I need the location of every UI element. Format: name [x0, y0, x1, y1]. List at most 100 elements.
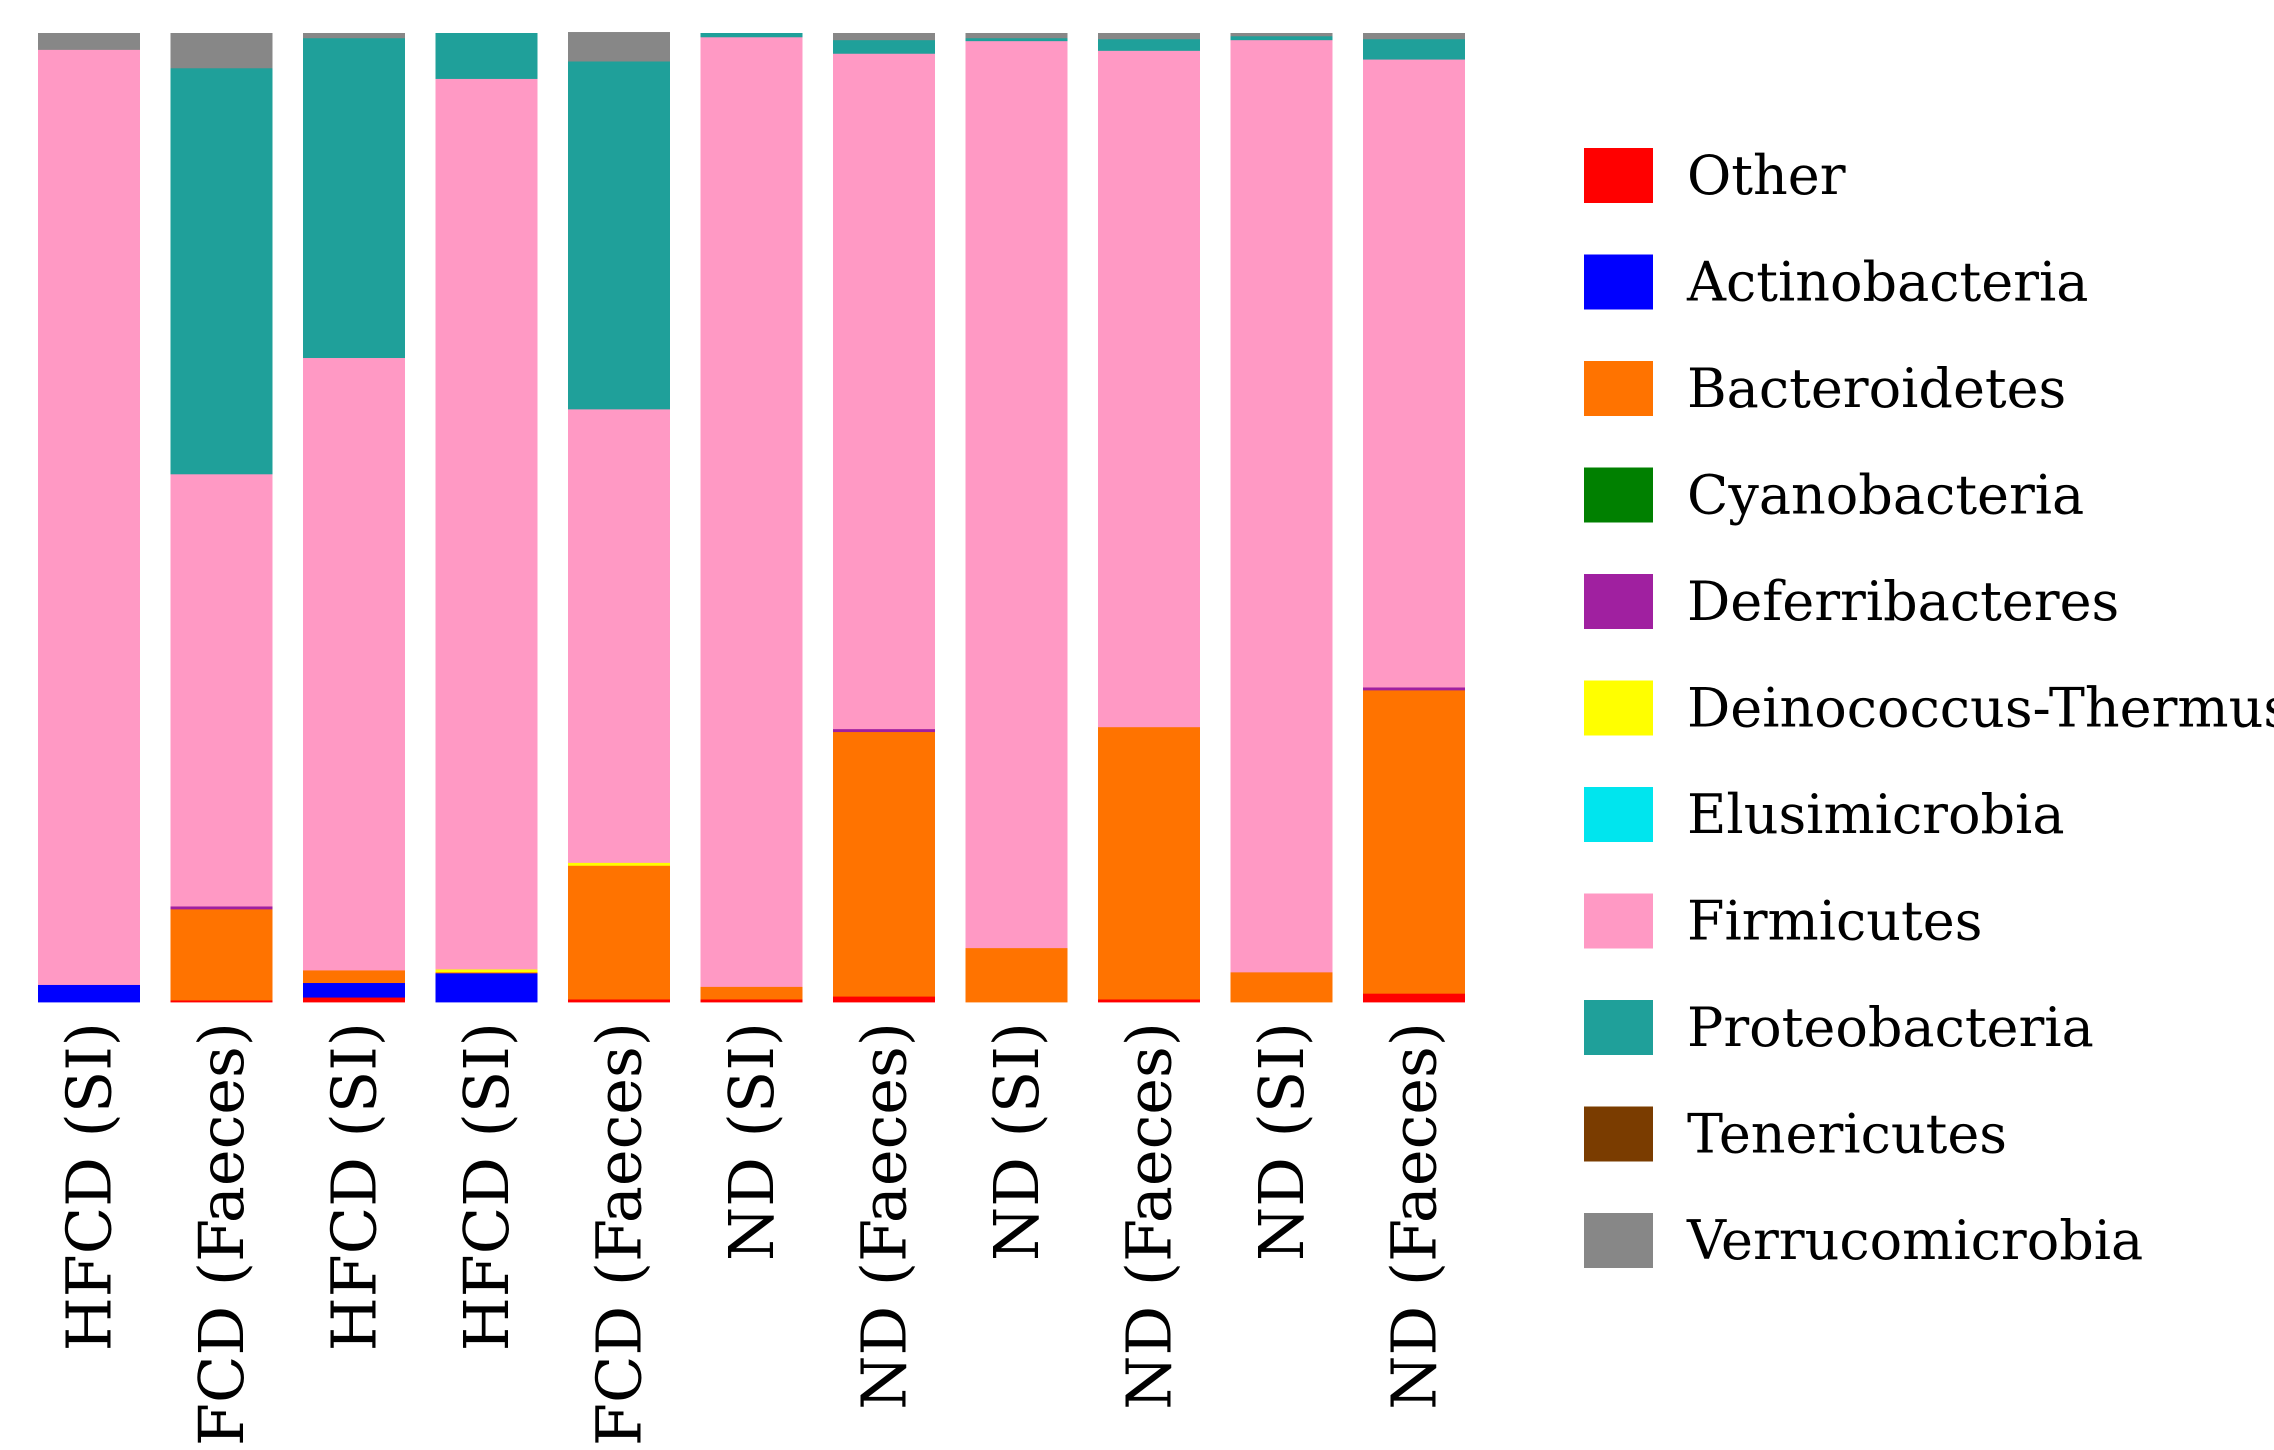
bar-2 [170, 33, 273, 1003]
legend-swatch-tenericutes [1584, 1106, 1653, 1162]
legend-item-elusimicrobia: Elusimicrobia [1584, 783, 2065, 846]
legend-item-bacteroidetes: Bacteroidetes [1584, 357, 2066, 420]
legend-item-other: Other [1584, 144, 1846, 207]
bar-11 [1363, 33, 1465, 1003]
legend-item-deferribacteres: Deferribacteres [1584, 570, 2119, 633]
bar-3-segment-firmicutes [303, 357, 405, 971]
bar-9 [1098, 33, 1200, 1003]
legend-swatch-verrucomicrobia [1584, 1213, 1653, 1268]
bar-11-segment-proteobacteria [1363, 38, 1465, 60]
legend-swatch-actinobacteria [1584, 254, 1653, 310]
bar-3-segment-actinobacteria [303, 982, 405, 998]
bar-2-segment-proteobacteria [170, 67, 273, 475]
bar-2-segment-deferribacteres [170, 906, 273, 910]
legend-label-proteobacteria: Proteobacteria [1687, 996, 2094, 1059]
legend-swatch-bacteroidetes [1584, 361, 1653, 416]
bar-11-segment-verrucomicrobia [1363, 33, 1465, 40]
bar-4-segment-actinobacteria [435, 972, 538, 1003]
bar-9-segment-proteobacteria [1098, 38, 1200, 51]
bar-6-segment-other [700, 999, 803, 1003]
bar-3 [303, 33, 405, 1003]
bar-1-segment-actinobacteria [38, 984, 140, 1003]
bar-8-segment-proteobacteria [965, 37, 1068, 42]
bar-11-segment-deferribacteres [1363, 687, 1465, 691]
bar-11-segment-other [1363, 993, 1465, 1003]
bar-6-segment-bacteroidetes [700, 986, 803, 1000]
legend-item-deinococcus-thermus: Deinococcus-Thermus [1584, 677, 2274, 740]
bar-9-segment-firmicutes [1098, 50, 1200, 728]
legend-label-deferribacteres: Deferribacteres [1687, 570, 2119, 633]
legend-swatch-deferribacteres [1584, 574, 1653, 629]
legend-swatch-firmicutes [1584, 893, 1653, 949]
bar-8-segment-firmicutes [965, 40, 1068, 949]
bar-11-segment-bacteroidetes [1363, 689, 1465, 994]
bar-4-segment-bacteroidetes [435, 971, 538, 974]
bar-9-segment-verrucomicrobia [1098, 33, 1200, 40]
bar-6-segment-firmicutes [700, 36, 803, 987]
bar-11-segment-firmicutes [1363, 59, 1465, 688]
bar-3-segment-proteobacteria [303, 37, 405, 359]
bar-1-segment-verrucomicrobia [38, 33, 140, 50]
bar-5 [568, 32, 670, 1003]
x-tick-label-1: HFCD (SI) [53, 1022, 126, 1351]
legend-label-verrucomicrobia: Verrucomicrobia [1686, 1209, 2143, 1272]
bar-6-segment-proteobacteria [700, 33, 803, 38]
bars-layer [38, 32, 1465, 1003]
bar-10-segment-firmicutes [1230, 39, 1333, 973]
legend-swatch-cyanobacteria [1584, 467, 1653, 523]
bar-7-segment-bacteroidetes [833, 731, 935, 997]
x-tick-label-11: ND (Faeces) [1378, 1022, 1451, 1410]
bar-7-segment-verrucomicrobia [833, 33, 935, 41]
bar-7-segment-other [833, 996, 935, 1003]
bar-4-segment-deinococcus-thermus [435, 969, 538, 973]
legend-swatch-elusimicrobia [1584, 787, 1653, 842]
bar-2-segment-firmicutes [170, 473, 273, 907]
legend-swatch-proteobacteria [1584, 1000, 1653, 1055]
bar-7-segment-proteobacteria [833, 39, 935, 54]
bar-6 [700, 33, 803, 1003]
x-tick-label-7: ND (Faeces) [848, 1022, 921, 1410]
legend-label-firmicutes: Firmicutes [1687, 890, 1982, 953]
bar-3-segment-other [303, 997, 405, 1003]
legend: Other Actinobacteria Bacteroidetes Cyanobac… [1584, 144, 2274, 1272]
bar-4 [435, 33, 538, 1003]
bar-8 [965, 33, 1068, 1003]
x-tick-label-4: HFCD (SI) [450, 1022, 523, 1351]
x-tick-label-10: ND (SI) [1245, 1022, 1318, 1261]
legend-label-deinococcus-thermus: Deinococcus-Thermus [1687, 677, 2274, 740]
bar-8-segment-bacteroidetes [965, 947, 1068, 1003]
x-tick-label-5: HFCD (Faeces) [583, 1022, 656, 1445]
bar-1-segment-firmicutes [38, 49, 140, 985]
bar-5-segment-proteobacteria [568, 61, 670, 410]
legend-item-firmicutes: Firmicutes [1584, 890, 1982, 953]
bar-3-segment-bacteroidetes [303, 970, 405, 984]
legend-label-elusimicrobia: Elusimicrobia [1687, 783, 2065, 846]
bar-4-segment-proteobacteria [435, 33, 538, 79]
bar-5-segment-verrucomicrobia [568, 32, 670, 62]
legend-item-tenericutes: Tenericutes [1584, 1103, 2007, 1166]
x-tick-label-9: ND (Faeces) [1113, 1022, 1186, 1410]
legend-label-cyanobacteria: Cyanobacteria [1687, 464, 2084, 527]
bar-2-segment-other [170, 1000, 273, 1003]
bar-7-segment-firmicutes [833, 53, 935, 730]
bar-10 [1230, 33, 1333, 1003]
legend-label-tenericutes: Tenericutes [1687, 1103, 2007, 1166]
bar-5-segment-other [568, 999, 670, 1003]
legend-swatch-deinococcus-thermus [1584, 680, 1653, 736]
bar-5-segment-firmicutes [568, 408, 670, 863]
bar-10-segment-proteobacteria [1230, 35, 1333, 41]
legend-label-actinobacteria: Actinobacteria [1686, 251, 2088, 314]
bar-3-segment-verrucomicrobia [303, 33, 405, 39]
bar-10-segment-bacteroidetes [1230, 971, 1333, 1003]
x-tick-label-8: ND (SI) [980, 1022, 1053, 1261]
bar-8-segment-verrucomicrobia [965, 33, 1068, 39]
legend-item-verrucomicrobia: Verrucomicrobia [1584, 1209, 2143, 1272]
bar-9-segment-bacteroidetes [1098, 726, 1200, 1000]
x-tick-labels: HFCD (SI) HFCD (Faeces) HFCD (SI) HFCD (SI)… [53, 1022, 1451, 1450]
legend-item-cyanobacteria: Cyanobacteria [1584, 464, 2084, 527]
legend-swatch-other [1584, 148, 1653, 203]
bar-7 [833, 33, 935, 1003]
legend-item-actinobacteria: Actinobacteria [1584, 251, 2088, 314]
